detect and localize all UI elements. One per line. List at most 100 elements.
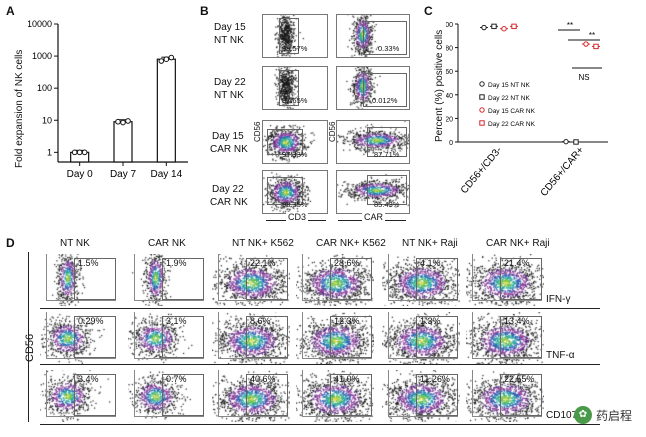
panel-d-flow-r1-c0: [40, 312, 118, 364]
panel-d-flow-r1-c3: [296, 312, 374, 364]
panel-d-column-3: CAR NK+ K562: [316, 238, 386, 249]
panel-d-flow-r0-c5: [466, 254, 544, 306]
panel-d-pct-r2-c3: 41.0%: [334, 374, 360, 384]
panel-d-column-2: NT NK+ K562: [232, 238, 294, 249]
panel-d-flow-r0-c2: [212, 254, 290, 306]
panel-d-label: D: [6, 236, 15, 250]
panel-d-flow-r1-c4: [382, 312, 460, 364]
panel-d-column-4: NT NK+ Raji: [402, 238, 458, 249]
panel-d-flow-r0-c3: [296, 254, 374, 306]
panel-c-chart: 0 20 40 60 80 100 ** ** NS Day 15 NT NK Day 22 NT …: [446, 21, 608, 199]
panel-c-point-2-0: [501, 26, 507, 32]
panel-a-bar-2: [156, 58, 176, 163]
panel-d-pct-r0-c4: 4.1%: [420, 258, 441, 268]
panel-c-legend-marker-1: [479, 94, 485, 100]
panel-d-flow-r2-c5: [466, 370, 544, 422]
panel-c-ytick-label-2: 40: [446, 93, 453, 100]
panel-d-row-divider-2: [40, 424, 600, 425]
panel-c-point-2-1: [583, 41, 589, 47]
panel-a-ytick-label-1: 10: [42, 115, 52, 125]
panel-c-ytick-label-5: 100: [446, 22, 453, 29]
panel-a-xtick-label-0: Day 0: [67, 169, 94, 180]
panel-d-marker-0: IFN-γ: [546, 294, 571, 305]
panel-d-marker-2: CD107a: [546, 410, 583, 421]
panel-c-legend-marker-3: [479, 120, 485, 126]
panel-d-pct-r2-c2: 40.6%: [250, 374, 276, 384]
panel-c-point-1-0: [491, 23, 497, 30]
panel-d-pct-r0-c5: 21.4%: [504, 258, 530, 268]
panel-d-column-0: NT NK: [60, 238, 90, 249]
panel-d-yaxis-rule: [28, 252, 29, 422]
panel-d-marker-1: TNF-α: [546, 350, 575, 361]
panel-a-xtick-label-2: Day 14: [150, 169, 182, 180]
panel-b-flow-left-2: [262, 120, 328, 164]
panel-c-ytick-label-0: 0: [449, 140, 453, 147]
panel-d-flow-r1-c2: [212, 312, 290, 364]
panel-a-ytick-label-3: 1000: [32, 51, 52, 61]
panel-a-ylabel: Fold expansion of NK cells: [14, 49, 25, 168]
panel-a-point-0-1: [76, 149, 83, 156]
panel-a-chart: 1 10 100 1000 10000 Day 0 Day 7 Day 14: [28, 19, 188, 180]
panel-d-pct-r1-c5: 13.4%: [504, 316, 530, 326]
panel-b-flow-right-1: [336, 66, 410, 110]
panel-a-point-2-0: [158, 58, 165, 64]
panel-c-legend-3: Day 22 CAR NK: [488, 121, 536, 128]
panel-a-point-1-2: [125, 118, 131, 124]
panel-c-ytick-label-1: 20: [446, 116, 453, 123]
panel-c-point-1-1: [573, 139, 579, 145]
panel-b-xaxis-left: CD3: [286, 212, 309, 222]
panel-d-pct-r0-c3: 28.6%: [334, 258, 360, 268]
panel-c-sig-3: NS: [578, 73, 589, 82]
panel-c-point-3-1: [593, 43, 599, 50]
panel-b-yaxis-left: CD56: [253, 121, 262, 142]
panel-b-pct-right-2: 87.71%: [374, 150, 400, 159]
panel-b-xaxis-right: CAR: [362, 212, 386, 222]
panel-d-pct-r2-c1: 0.7%: [166, 374, 187, 384]
panel-d-pct-r0-c0: 1.5%: [78, 258, 99, 268]
panel-b-flow-right-2: [336, 120, 410, 164]
panel-a-point-0-0: [71, 149, 78, 156]
panel-d-column-5: CAR NK+ Raji: [486, 238, 550, 249]
panel-c-legend-marker-2: [479, 107, 485, 113]
panel-c-xtick-label-1: CD56+/CAR+: [539, 145, 587, 199]
panel-a-point-2-1: [163, 56, 170, 62]
panel-b-label: B: [200, 4, 209, 18]
panel-b-pct-left-0: 98.57%: [282, 44, 308, 53]
panel-c-legend-2: Day 15 CAR NK: [488, 108, 536, 115]
panel-d-flow-r2-c3: [296, 370, 374, 422]
panel-c-ytick-label-3: 60: [446, 69, 453, 76]
panel-d-flow-r0-c0: [40, 254, 118, 306]
panel-d-flow-r1-c1: [128, 312, 206, 364]
panel-d-row-divider-1: [40, 364, 600, 365]
panel-d-pct-r1-c4: 1.3%: [420, 316, 441, 326]
panel-d-flow-r0-c1: [128, 254, 206, 306]
panel-c-legend-marker-0: [479, 81, 485, 87]
panel-a-xtick-label-1: Day 7: [110, 169, 137, 180]
panel-a-ytick-label-2: 100: [37, 83, 52, 93]
panel-a-bar-1: [113, 121, 133, 163]
panel-d-flow-r0-c4: [382, 254, 460, 306]
panel-b-pct-left-1: 97.65%: [282, 96, 308, 105]
panel-b-pct-left-2: 97.33%: [282, 150, 308, 159]
panel-d-pct-r1-c2: 8.6%: [250, 316, 271, 326]
panel-c-xtick-label-0: CD56+/CD3-: [459, 145, 504, 196]
panel-d-column-1: CAR NK: [148, 238, 186, 249]
panel-c-sig-2: **: [589, 31, 595, 40]
panel-a-point-2-2: [168, 54, 175, 61]
panel-b-flow-left-1: [262, 66, 328, 110]
panel-c-legend-0: Day 15 NT NK: [488, 82, 530, 89]
panel-a-label: A: [6, 4, 15, 18]
panel-d-flow-r2-c4: [382, 370, 460, 422]
panel-d-pct-r0-c1: 1.9%: [166, 258, 187, 268]
panel-d-flow-r2-c0: [40, 370, 118, 422]
panel-b-pct-right-1: 0.012%: [372, 96, 398, 105]
panel-d-flow-r2-c2: [212, 370, 290, 422]
panel-a-ytick-label-4: 10000: [28, 19, 52, 29]
panel-d-yaxis: CD56: [24, 333, 36, 362]
panel-b-flow-left-3: [262, 170, 328, 214]
panel-d-row-divider-0: [40, 308, 600, 309]
panel-c-sig-1: **: [567, 21, 573, 30]
panel-d-pct-r1-c3: 12.3%: [334, 316, 360, 326]
panel-d-flow-r2-c1: [128, 370, 206, 422]
watermark-logo-icon: ✿: [574, 406, 592, 424]
